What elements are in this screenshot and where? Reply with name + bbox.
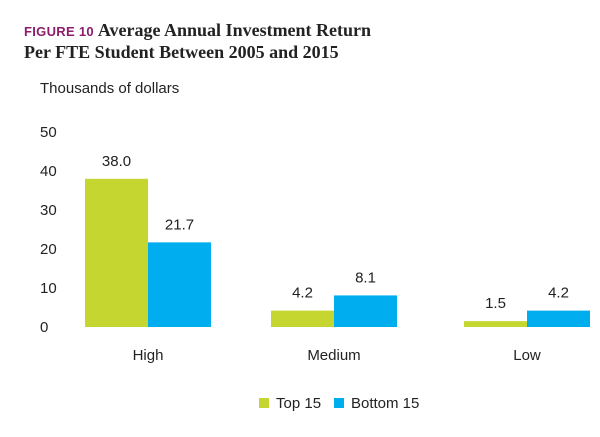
y-tick-label: 40 [40,163,57,180]
y-tick-label: 10 [40,280,57,297]
chart-title: FIGURE 10 Average Annual Investment Retu… [24,20,371,62]
legend-label: Top 15 [276,395,321,412]
x-category-label: Medium [307,347,360,364]
figure-label: FIGURE 10 [24,24,94,39]
x-category-label: Low [513,347,541,364]
bar-value-label: 21.7 [165,216,194,233]
bar-top-15-high [85,178,148,327]
legend-swatch [259,398,269,408]
bars-group [85,178,590,327]
legend-swatch [334,398,344,408]
bar-bottom-15-low [527,310,590,327]
x-category-label: High [133,347,164,364]
bar-bottom-15-medium [334,295,397,327]
bar-value-label: 8.1 [355,269,376,286]
bar-top-15-medium [271,310,334,327]
y-tick-label: 0 [40,319,48,336]
title-line-2: Per FTE Student Between 2005 and 2015 [24,42,339,62]
bar-bottom-15-high [148,242,211,327]
legend: Top 15 Bottom 15 [259,395,419,412]
title-line-1: Average Annual Investment Return [97,20,372,40]
bar-value-labels: 38.0 21.7 4.2 8.1 1.5 4.2 [102,153,569,312]
bar-top-15-low [464,321,527,327]
y-tick-label: 20 [40,241,57,258]
y-axis-ticks: 0 10 20 30 40 50 [40,124,57,336]
bar-value-label: 38.0 [102,153,131,170]
legend-label: Bottom 15 [351,395,419,412]
y-tick-label: 50 [40,124,57,141]
y-tick-label: 30 [40,202,57,219]
bar-value-label: 1.5 [485,295,506,312]
bar-value-label: 4.2 [292,285,313,302]
bar-value-label: 4.2 [548,285,569,302]
y-axis-label: Thousands of dollars [40,80,180,97]
x-axis-categories: High Medium Low [133,347,541,364]
